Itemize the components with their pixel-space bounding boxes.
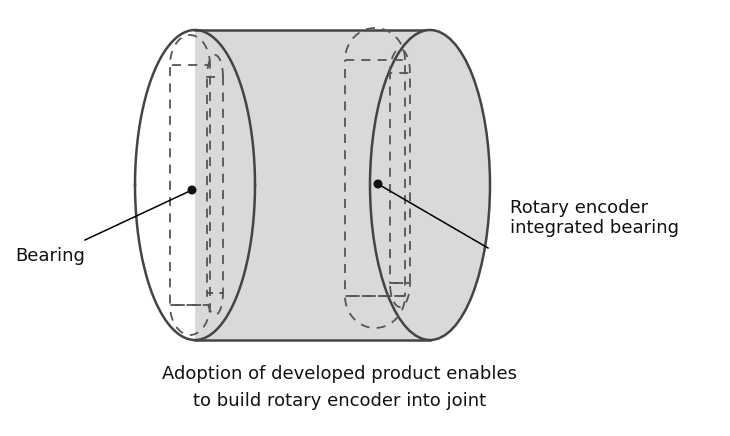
Text: Adoption of developed product enables: Adoption of developed product enables (163, 365, 518, 383)
Text: Bearing: Bearing (15, 247, 85, 265)
Ellipse shape (188, 185, 196, 194)
Polygon shape (195, 30, 430, 340)
Ellipse shape (374, 180, 383, 188)
Text: to build rotary encoder into joint: to build rotary encoder into joint (193, 392, 487, 410)
Ellipse shape (370, 30, 490, 340)
Text: Rotary encoder
integrated bearing: Rotary encoder integrated bearing (510, 199, 679, 237)
